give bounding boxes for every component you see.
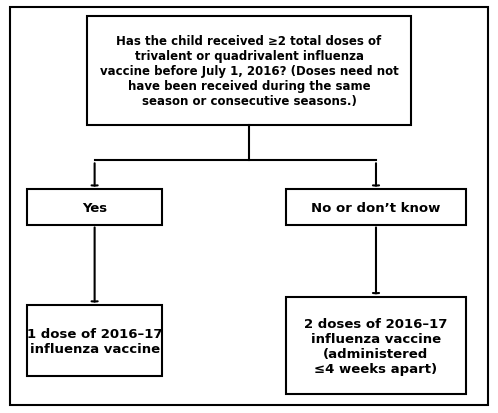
Bar: [286, 297, 466, 394]
Text: 2 doses of 2016–17
influenza vaccine
(administered
≤4 weeks apart): 2 doses of 2016–17 influenza vaccine (ad…: [304, 317, 448, 375]
Text: Has the child received ≥2 total doses of
trivalent or quadrivalent influenza
vac: Has the child received ≥2 total doses of…: [100, 35, 398, 108]
Bar: [87, 17, 411, 126]
Text: No or don’t know: No or don’t know: [311, 201, 441, 214]
Bar: [286, 190, 466, 225]
Text: 1 dose of 2016–17
influenza vaccine: 1 dose of 2016–17 influenza vaccine: [27, 327, 162, 355]
Bar: [27, 306, 162, 376]
Bar: [27, 190, 162, 225]
Text: Yes: Yes: [82, 201, 107, 214]
